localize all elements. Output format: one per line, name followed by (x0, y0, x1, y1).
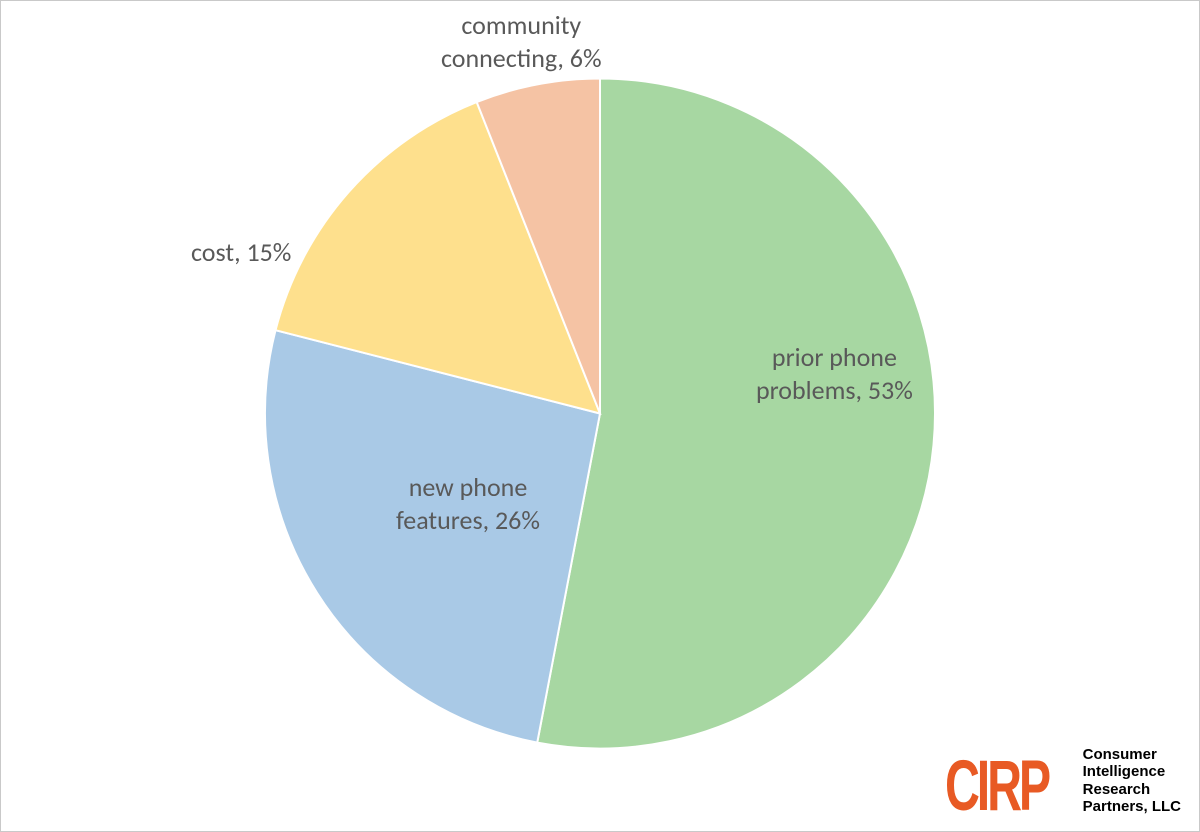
logo-mark: CIRP (945, 755, 1048, 819)
label-text: community (461, 9, 581, 41)
label-text: connecting, 6% (441, 42, 602, 74)
logo-line: Intelligence (1083, 763, 1166, 780)
label-text: cost, 15% (191, 236, 291, 268)
label-new-phone-features: new phone features, 26% (396, 471, 540, 536)
pie-chart (265, 79, 935, 754)
label-text: new phone (409, 471, 528, 503)
label-cost: cost, 15% (191, 236, 291, 269)
chart-frame: prior phone problems, 53% new phone feat… (0, 0, 1200, 832)
label-text: prior phone (772, 341, 897, 373)
logo-line: Partners, LLC (1083, 798, 1181, 815)
label-community-connecting: community connecting, 6% (441, 9, 602, 74)
logo-text: Consumer Intelligence Research Partners,… (1083, 746, 1181, 819)
label-text: problems, 53% (756, 374, 913, 406)
logo-line: Consumer (1083, 746, 1157, 763)
label-prior-phone-problems: prior phone problems, 53% (756, 341, 913, 406)
logo-line: Research (1083, 781, 1151, 798)
cirp-logo: CIRP Consumer Intelligence Research Part… (945, 746, 1182, 819)
label-text: features, 26% (396, 504, 540, 536)
